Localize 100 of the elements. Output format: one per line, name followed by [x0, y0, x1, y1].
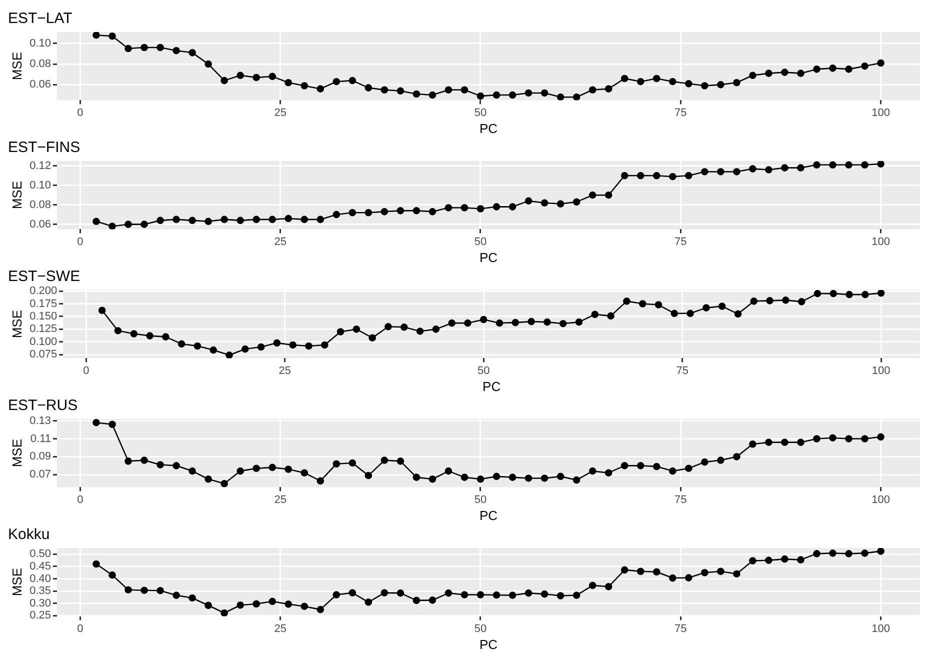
- point: [861, 62, 868, 70]
- y-axis-title: MSE: [9, 180, 24, 210]
- point: [124, 220, 132, 228]
- point: [284, 466, 292, 473]
- point: [352, 326, 360, 333]
- point: [140, 586, 148, 594]
- point: [636, 78, 644, 86]
- point: [588, 191, 596, 199]
- y-tick-label: 0.30: [30, 597, 52, 610]
- point: [636, 172, 644, 180]
- point: [733, 570, 740, 578]
- point: [332, 210, 340, 218]
- point: [268, 72, 276, 80]
- point: [316, 85, 324, 92]
- y-axis-title: MSE: [9, 310, 24, 338]
- point: [460, 86, 468, 94]
- point: [684, 574, 692, 582]
- point: [204, 218, 212, 226]
- point: [702, 304, 710, 312]
- point: [348, 459, 356, 467]
- point: [749, 557, 756, 564]
- x-tick-label: 25: [274, 622, 286, 635]
- point: [559, 320, 567, 328]
- point: [623, 298, 630, 305]
- y-axis-title: MSE: [9, 52, 24, 80]
- point: [460, 591, 468, 598]
- y-tick-label: 0.10: [30, 179, 52, 192]
- point: [733, 453, 740, 460]
- point: [220, 480, 228, 488]
- point: [348, 76, 356, 84]
- point: [444, 86, 452, 94]
- point: [194, 342, 202, 350]
- point: [428, 208, 436, 216]
- point: [813, 550, 820, 558]
- point: [236, 601, 244, 609]
- point: [572, 93, 580, 100]
- point: [781, 438, 788, 446]
- point: [765, 556, 772, 564]
- point: [92, 218, 100, 226]
- x-tick-label: 25: [274, 494, 286, 506]
- point: [797, 438, 804, 446]
- point: [766, 297, 774, 304]
- point: [98, 306, 106, 314]
- chart-title: EST−FINS: [8, 139, 80, 156]
- y-tick-label: 0.08: [30, 198, 52, 211]
- point: [668, 467, 676, 475]
- point: [652, 74, 660, 82]
- point: [861, 550, 868, 557]
- point: [140, 220, 148, 228]
- point: [781, 68, 788, 76]
- point: [204, 475, 212, 483]
- point: [556, 93, 564, 100]
- point: [845, 550, 852, 558]
- point: [220, 216, 228, 224]
- point: [188, 594, 196, 602]
- point: [813, 161, 820, 169]
- point: [204, 60, 212, 68]
- point: [284, 214, 292, 222]
- point: [316, 216, 324, 224]
- point: [492, 472, 500, 480]
- point: [604, 583, 612, 590]
- point: [284, 78, 292, 86]
- y-tick-label: 0.25: [30, 610, 52, 622]
- point: [332, 78, 340, 86]
- point: [140, 456, 148, 464]
- point: [607, 312, 614, 320]
- point: [300, 216, 308, 224]
- x-tick-label: 75: [674, 494, 687, 506]
- point: [178, 340, 186, 348]
- x-tick-label: 25: [274, 236, 286, 248]
- point: [588, 86, 596, 94]
- point: [316, 477, 324, 485]
- point: [496, 319, 504, 327]
- y-tick-label: 0.07: [30, 468, 52, 481]
- point: [765, 166, 772, 174]
- point: [348, 589, 356, 596]
- point: [765, 70, 772, 77]
- x-tick-label: 50: [474, 106, 487, 119]
- point: [92, 419, 100, 426]
- point: [268, 464, 276, 472]
- point: [781, 555, 788, 563]
- point: [684, 464, 692, 472]
- point: [380, 86, 388, 94]
- point: [220, 76, 228, 84]
- point: [829, 434, 836, 442]
- point: [320, 341, 328, 349]
- point: [412, 474, 420, 481]
- point: [749, 72, 756, 80]
- y-tick-label: 0.11: [30, 432, 52, 445]
- point: [252, 216, 260, 224]
- y-axis-title: MSE: [9, 438, 24, 468]
- point: [444, 204, 452, 212]
- point: [717, 568, 724, 576]
- point: [733, 168, 740, 176]
- point: [668, 574, 676, 582]
- point: [252, 74, 260, 82]
- point: [684, 80, 692, 88]
- point: [188, 49, 196, 56]
- point: [877, 548, 884, 555]
- point: [380, 456, 388, 464]
